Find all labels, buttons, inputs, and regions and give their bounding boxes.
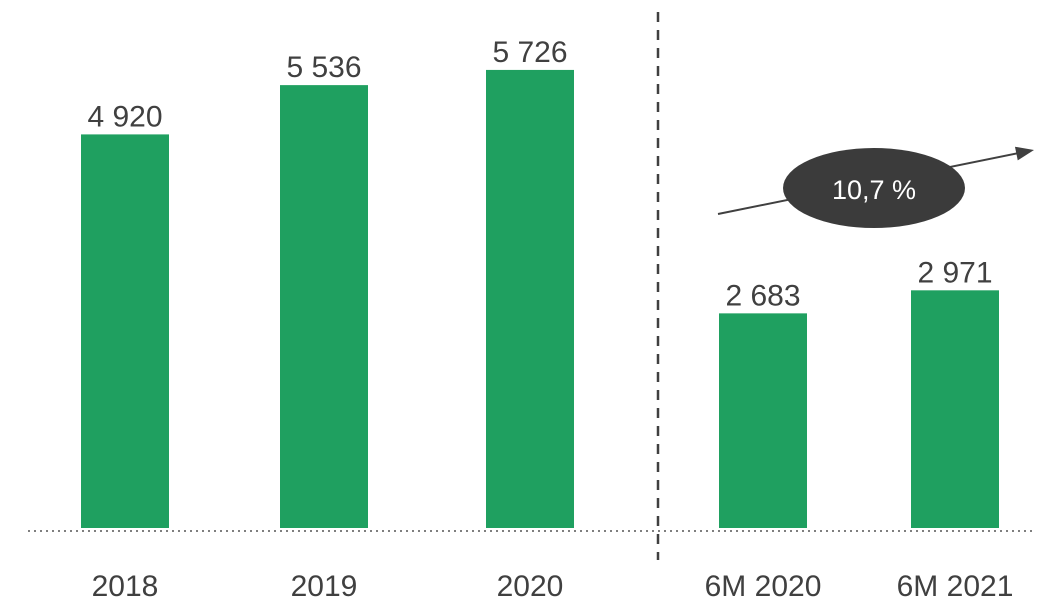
category-label-2018: 2018 (92, 570, 159, 603)
growth-badge-text: 10,7 % (832, 175, 916, 205)
growth-annotation: 10,7 % (718, 147, 1034, 228)
bar-2020 (486, 70, 574, 528)
category-label-6m-2020: 6M 2020 (705, 570, 822, 603)
value-label-6m-2021: 2 971 (917, 256, 992, 289)
bar-2019 (280, 85, 368, 528)
value-label-2018: 4 920 (87, 100, 162, 133)
bars-group (81, 70, 999, 528)
bar-6m-2021 (911, 290, 999, 528)
category-label-6m-2021: 6M 2021 (897, 570, 1014, 603)
value-label-2020: 5 726 (492, 36, 567, 69)
category-label-2020: 2020 (497, 570, 564, 603)
value-label-6m-2020: 2 683 (725, 279, 800, 312)
bar-6m-2020 (719, 313, 807, 528)
bar-2018 (81, 134, 169, 528)
category-labels-group: 2018 2019 2020 6M 2020 6M 2021 (92, 570, 1014, 603)
arrow-head-icon (1015, 147, 1034, 161)
value-label-2019: 5 536 (286, 51, 361, 84)
category-label-2019: 2019 (291, 570, 358, 603)
